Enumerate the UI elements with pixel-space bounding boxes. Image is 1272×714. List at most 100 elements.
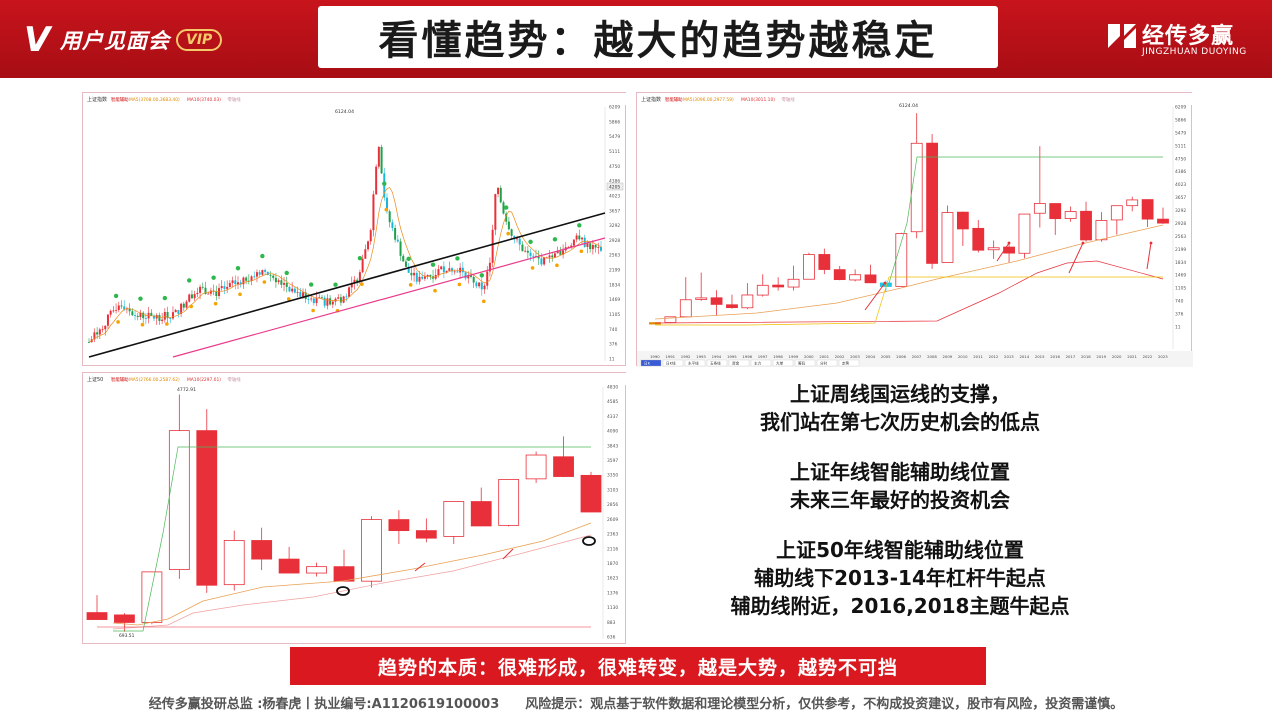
chart-tab-label: 上证指数 (87, 96, 107, 103)
candle-body (218, 288, 221, 297)
candle-body (312, 298, 315, 304)
ma-line (88, 187, 602, 343)
logo-text: 用户见面会 (60, 29, 170, 53)
title-box: 看懂趋势：越大的趋势越稳定 (318, 6, 998, 68)
candle-body (456, 271, 459, 273)
candle-body (88, 342, 90, 343)
note-spacer (690, 436, 1110, 458)
yearly-candle-body (803, 254, 815, 280)
candle-body (331, 301, 334, 305)
x-year-label: 2008 (927, 354, 937, 359)
x-year-label: 2019 (1096, 354, 1106, 359)
candle-body (597, 247, 600, 248)
chart-legend-item: 零轴线 (228, 96, 242, 103)
candle-body (320, 297, 323, 299)
red-arrow (996, 242, 1010, 262)
sse50-candle-body (415, 530, 437, 539)
candle-body (139, 312, 142, 318)
candle-body (269, 274, 272, 276)
brand-name: 经传多赢 (1142, 24, 1235, 49)
buy-signal-marker (382, 181, 387, 186)
candle-body (339, 297, 342, 303)
yearly-candle-body (818, 254, 831, 270)
candle-body (361, 258, 364, 273)
yearly-candle-body (849, 274, 862, 281)
candle-body (207, 293, 210, 295)
candle-body (526, 250, 529, 253)
national-trend-line (88, 212, 606, 358)
x-year-label: 1999 (789, 354, 799, 359)
price-label: 4205 (609, 185, 620, 191)
yearly-index-svg: 上证指数 智能辅助 MA5(3096.00,2977.59) MA10(3011.10… (637, 93, 1193, 367)
candle-body (575, 235, 578, 240)
x-year-label: 2001 (819, 354, 829, 359)
chart-bottom-tab (816, 359, 838, 367)
candle-body (559, 250, 562, 255)
yearly-candle-body (1003, 246, 1015, 254)
sse50-candle-body (86, 612, 108, 620)
y-tick-label: 2563 (1175, 234, 1186, 240)
buy-signal-marker (308, 282, 314, 287)
candle-body (223, 286, 226, 289)
candle-body (375, 166, 378, 195)
candle-body (410, 272, 413, 276)
candle-body (264, 270, 267, 272)
red-arrow (864, 282, 886, 311)
candle-body (166, 312, 169, 319)
candle-body (185, 301, 188, 308)
y-tick-label: 1376 (607, 590, 618, 596)
brand-mark-icon (1108, 24, 1136, 48)
candle-body (112, 310, 115, 312)
candle-body (128, 308, 131, 312)
buy-signal-marker (430, 262, 436, 267)
x-year-label: 2021 (1127, 354, 1137, 359)
chart-tab-label: 上证50 (87, 376, 103, 383)
yearly-candle-body (726, 304, 738, 309)
candle-body (518, 238, 521, 245)
sell-signal-marker (506, 231, 510, 236)
candle-body (396, 239, 399, 242)
chart-tab-label: 上证指数 (641, 96, 661, 103)
candle-body (342, 296, 345, 303)
y-tick-label: 740 (609, 327, 618, 333)
candle-body (323, 297, 326, 306)
candle-body (459, 267, 462, 273)
candle-body (380, 146, 383, 174)
yearly-candle-body (972, 227, 985, 251)
chart-bottom-tab (772, 359, 794, 367)
candle-body (242, 277, 245, 285)
candle-body (190, 294, 193, 299)
x-year-label: 2006 (896, 354, 906, 359)
sse50-candle-body (361, 519, 382, 582)
y-tick-label: 3843 (607, 443, 618, 449)
sell-signal-marker (482, 299, 486, 304)
y-tick-label: 4386 (609, 179, 620, 185)
candle-body (480, 282, 483, 290)
chart-bottom-tab (750, 359, 772, 367)
y-tick-label: 5111 (609, 149, 620, 155)
highlight-circle (582, 536, 596, 546)
y-tick-label: 3597 (607, 458, 618, 464)
candle-body (288, 286, 291, 292)
candle-body (421, 276, 424, 279)
candle-body (163, 312, 166, 320)
y-tick-label: 1834 (1175, 260, 1186, 266)
red-arrow-head (1149, 241, 1153, 245)
candle-body (521, 244, 524, 252)
candle-body (415, 272, 418, 282)
buy-signal-marker (284, 270, 289, 276)
x-year-label: 2014 (1019, 354, 1029, 359)
candle-body (581, 237, 584, 240)
buy-signal-marker (406, 256, 411, 262)
yearly-index-chart: 上证指数 智能辅助 MA5(3096.00,2977.59) MA10(3011.10… (636, 92, 1193, 367)
y-tick-label: 1834 (609, 282, 620, 288)
chart-legend-item: 智能辅助 (111, 96, 129, 103)
candle-body (445, 270, 448, 273)
buy-signal-marker (333, 282, 338, 287)
candle-body (469, 275, 472, 277)
x-year-label: 2011 (973, 354, 983, 359)
chart-bottom-tab (662, 359, 684, 367)
buy-signal-marker (187, 278, 192, 283)
chart-header-bg (83, 93, 627, 105)
